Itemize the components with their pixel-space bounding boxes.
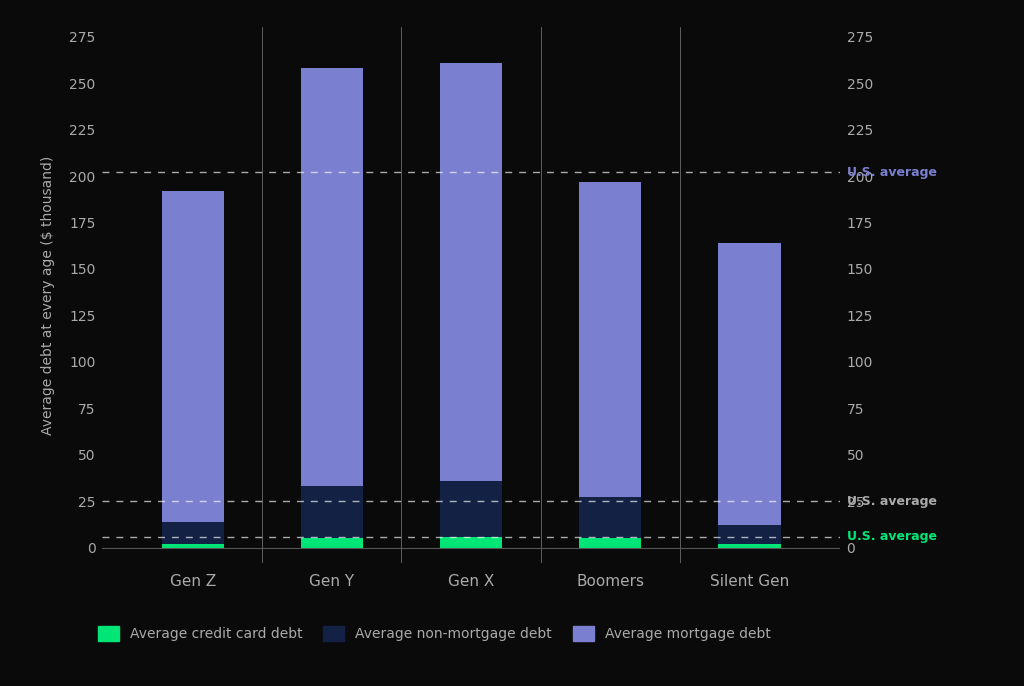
Bar	[718, 525, 780, 544]
Text: U.S. average: U.S. average	[847, 166, 937, 179]
Bar	[579, 497, 641, 539]
Y-axis label: Average debt at every age ($ thousand): Average debt at every age ($ thousand)	[41, 155, 55, 435]
Bar	[439, 62, 503, 481]
Bar	[162, 191, 224, 521]
Bar	[579, 182, 641, 497]
Bar	[439, 536, 503, 547]
Text: U.S. average: U.S. average	[847, 530, 937, 543]
Bar	[718, 544, 780, 547]
Bar	[162, 544, 224, 547]
Bar	[579, 539, 641, 547]
Bar	[301, 539, 364, 547]
Bar	[301, 486, 364, 539]
Bar	[718, 243, 780, 525]
Legend: Average credit card debt, Average non-mortgage debt, Average mortgage debt: Average credit card debt, Average non-mo…	[98, 626, 770, 641]
Bar	[439, 481, 503, 536]
Bar	[162, 521, 224, 544]
Bar	[301, 69, 364, 486]
Text: U.S. average: U.S. average	[847, 495, 937, 508]
